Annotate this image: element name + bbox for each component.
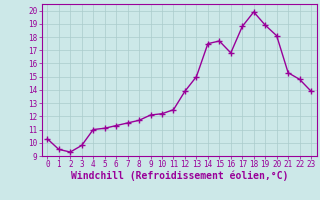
- X-axis label: Windchill (Refroidissement éolien,°C): Windchill (Refroidissement éolien,°C): [70, 171, 288, 181]
